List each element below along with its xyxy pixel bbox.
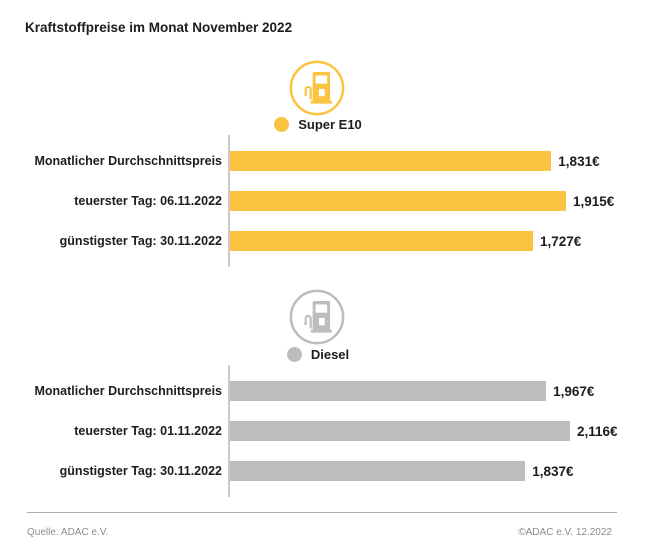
bar-track: 1,837€ (230, 461, 573, 481)
bar (230, 381, 547, 401)
value-label: 1,727€ (540, 233, 582, 249)
bar-track: 1,915€ (230, 191, 614, 211)
bar-track: 1,727€ (230, 231, 581, 251)
legend-dot-icon (286, 346, 302, 362)
page-title: Kraftstoffpreise im Monat November 2022 (25, 20, 293, 35)
category-label: Monatlicher Durchschnittspreis (34, 384, 222, 398)
bar (230, 421, 570, 441)
legend-label: Diesel (310, 346, 350, 362)
bar (230, 461, 526, 481)
value-label: 1,967€ (553, 383, 595, 399)
category-label: teuerster Tag: 01.11.2022 (74, 424, 222, 438)
bar-row: günstigster Tag: 30.11.2022 1,727€ (0, 231, 650, 251)
legend-label: Super E10 (298, 116, 362, 132)
bar-row: teuerster Tag: 06.11.2022 1,915€ (0, 191, 650, 211)
copyright-text: ©ADAC e.V. 12.2022 (518, 527, 612, 538)
bar-track: 2,116€ (230, 421, 618, 441)
value-label: 2,116€ (577, 423, 618, 439)
legend-dot-icon (274, 116, 290, 132)
category-label: teuerster Tag: 06.11.2022 (74, 194, 222, 208)
legend-super-e10: Super E10 (0, 116, 636, 132)
fuel-pump-icon (288, 59, 346, 117)
category-label: günstigster Tag: 30.11.2022 (59, 464, 222, 478)
category-label: günstigster Tag: 30.11.2022 (59, 234, 222, 248)
bar-row: teuerster Tag: 01.11.2022 2,116€ (0, 421, 650, 441)
value-label: 1,831€ (558, 153, 600, 169)
footer-divider (27, 512, 617, 513)
legend-diesel: Diesel (0, 346, 636, 362)
bar-row: Monatlicher Durchschnittspreis 1,831€ (0, 151, 650, 171)
source-text: Quelle: ADAC e.V. (27, 527, 109, 538)
bar-track: 1,967€ (230, 381, 594, 401)
bar-row: Monatlicher Durchschnittspreis 1,967€ (0, 381, 650, 401)
bar-row: günstigster Tag: 30.11.2022 1,837€ (0, 461, 650, 481)
axis-line (228, 365, 230, 497)
bar (230, 231, 533, 251)
bar (230, 151, 552, 171)
bar (230, 191, 566, 211)
axis-line (228, 135, 230, 267)
value-label: 1,915€ (573, 193, 615, 209)
bar-track: 1,831€ (230, 151, 600, 171)
fuel-pump-icon (288, 288, 346, 346)
value-label: 1,837€ (532, 463, 574, 479)
category-label: Monatlicher Durchschnittspreis (34, 154, 222, 168)
